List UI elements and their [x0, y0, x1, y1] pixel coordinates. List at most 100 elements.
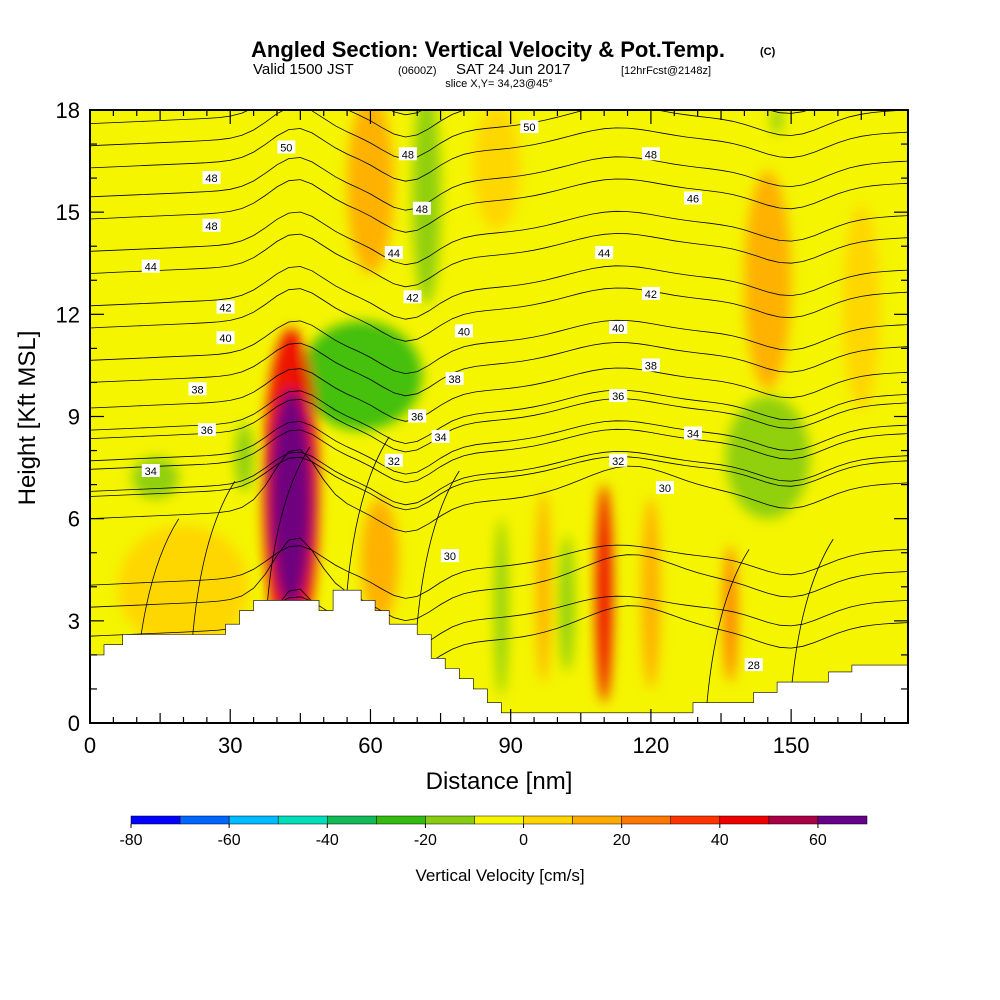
x-axis: 0 30 60 90 120 150 — [84, 110, 909, 758]
contour-label: 38 — [188, 382, 207, 396]
chart-title-suffix: (C) — [760, 46, 776, 58]
theta-contour-line — [90, 389, 908, 444]
contour-label-text: 42 — [645, 289, 657, 301]
theta-contour-line — [90, 449, 908, 533]
velocity-cell — [494, 518, 508, 696]
contour-label-text: 40 — [612, 323, 624, 335]
contour-label: 48 — [412, 201, 431, 216]
contour-label-bg — [520, 120, 539, 134]
theta-contour-line — [90, 287, 908, 342]
theta-contour-line — [90, 265, 908, 320]
colorbar-swatch — [768, 815, 819, 825]
contour-label-text: 46 — [687, 194, 699, 206]
contour-label-bg — [398, 147, 417, 161]
contour-label-bg — [641, 286, 660, 300]
contour-label: 42 — [216, 300, 235, 315]
x-tick-label: 120 — [633, 733, 670, 758]
contour-label: 30 — [655, 481, 674, 495]
contour-label-bg — [431, 429, 450, 443]
colorbar-swatch — [817, 815, 868, 825]
contour-label-text: 44 — [145, 262, 157, 274]
contour-label-text: 36 — [612, 391, 624, 403]
theta-contour-line — [706, 549, 750, 703]
theta-contour-line — [90, 210, 908, 266]
contour-label: 42 — [641, 286, 660, 301]
contour-label-bg — [595, 246, 614, 260]
contour-label-text: 34 — [687, 429, 699, 441]
contour-labels: 50 50 48 48 48 48 48 46 44 44 44 42 42 42 40 40 40 38 38 38… — [141, 120, 763, 672]
contour-label: 32 — [384, 453, 403, 468]
colorbar-tick-label: 60 — [809, 832, 827, 849]
colorbar-swatch — [719, 815, 770, 825]
contour-label-bg — [683, 426, 702, 440]
contour-label: 48 — [398, 147, 417, 161]
velocity-cell — [559, 535, 575, 672]
colorbar-swatch — [621, 815, 671, 825]
velocity-cell — [744, 171, 792, 390]
theta-contour-line — [90, 456, 908, 511]
colorbar-swatch — [179, 815, 230, 825]
theta-contour-line — [346, 436, 390, 591]
contour-label: 40 — [454, 324, 473, 338]
colorbar-swatch — [327, 815, 377, 825]
velocity-cell — [641, 498, 661, 689]
velocity-cell — [300, 321, 422, 431]
colorbar-tick-label: -80 — [119, 832, 142, 849]
contour-label: 48 — [202, 171, 221, 185]
contour-label: 46 — [683, 191, 702, 206]
contour-label-bg — [655, 481, 674, 495]
contour-label: 34 — [431, 429, 450, 444]
theta-contour-line — [90, 233, 908, 288]
contour-label-bg — [384, 246, 403, 260]
velocity-cell — [595, 484, 613, 703]
colorbar-swatch — [474, 815, 524, 825]
velocity-cell — [269, 389, 313, 608]
contour-label: 34 — [683, 426, 702, 441]
contour-label-text: 38 — [191, 384, 203, 396]
colorbar-tick-label: 20 — [613, 832, 631, 849]
contour-label-bg — [609, 453, 628, 467]
colorbar-label: Vertical Velocity [cm/s] — [415, 866, 584, 885]
contour-label: 30 — [440, 549, 459, 563]
contour-label: 48 — [641, 147, 660, 161]
chart-title: Angled Section: Vertical Velocity & Pot.… — [251, 37, 725, 62]
colorbar-tick-label: -60 — [218, 832, 241, 849]
contour-label-bg — [445, 372, 464, 386]
theta-contour-line — [790, 538, 834, 693]
contour-label: 42 — [403, 290, 422, 304]
colorbar-swatch — [572, 815, 622, 825]
colorbar-swatch — [277, 815, 328, 825]
contour-label-text: 42 — [219, 303, 231, 315]
contour-label: 50 — [277, 140, 296, 154]
x-tick-label: 60 — [358, 733, 382, 758]
theta-contour-line — [90, 544, 908, 599]
y-tick-label: 3 — [68, 609, 80, 634]
theta-contour-line — [90, 319, 908, 375]
contour-label-bg — [454, 324, 473, 338]
contour-label: 36 — [609, 389, 628, 403]
velocity-cell — [536, 491, 551, 683]
theta-contour-line — [90, 367, 908, 422]
contour-label-text: 48 — [416, 204, 428, 216]
contour-label-text: 48 — [205, 221, 217, 233]
contour-label-bg — [216, 331, 235, 345]
contour-label-bg — [197, 423, 216, 437]
valid-prefix: Valid 1500 JST — [253, 61, 354, 78]
contour-label-text: 48 — [205, 173, 217, 185]
velocity-cell — [723, 545, 738, 683]
theta-contour-line — [267, 446, 311, 601]
velocity-cell — [361, 498, 399, 621]
contour-label-text: 44 — [388, 248, 400, 260]
contour-label-bg — [641, 147, 660, 161]
contour-label-bg — [440, 549, 459, 563]
theta-contour-line — [90, 428, 908, 484]
contour-label-bg — [384, 453, 403, 467]
colorbar-tick-label: 0 — [519, 832, 528, 849]
velocity-cell — [842, 205, 880, 410]
contour-label-bg — [141, 463, 160, 477]
y-tick-label: 9 — [68, 405, 80, 430]
valid-zulu: (0600Z) — [398, 65, 437, 77]
colorbar-swatch — [228, 815, 279, 825]
